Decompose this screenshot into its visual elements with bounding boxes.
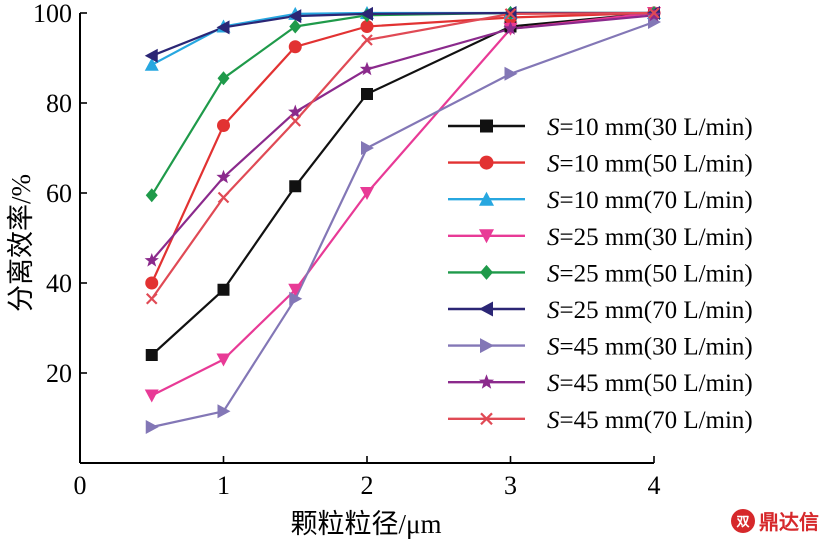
- data-point: [145, 292, 158, 305]
- data-point: [478, 374, 495, 389]
- data-point: [361, 88, 373, 100]
- data-point: [503, 21, 518, 35]
- data-point: [217, 404, 231, 419]
- x-tick-label: 1: [217, 471, 230, 500]
- data-point: [360, 6, 373, 21]
- x-tick-label: 3: [504, 471, 517, 500]
- legend-item: S=25 mm(50 L/min): [448, 260, 753, 287]
- data-point: [289, 115, 302, 127]
- legend-label: S=10 mm(30 L/min): [547, 114, 753, 141]
- series-line: [151, 11, 655, 356]
- legend-item: S=10 mm(50 L/min): [448, 151, 753, 178]
- data-point: [144, 57, 159, 71]
- data-point: [288, 9, 302, 24]
- data-point: [480, 119, 493, 133]
- watermark-text: 鼎达信: [759, 510, 819, 534]
- data-point: [480, 338, 494, 354]
- watermark-logo-icon: 双: [731, 508, 755, 533]
- data-point: [359, 61, 375, 76]
- data-point: [360, 20, 374, 33]
- data-point: [479, 155, 494, 170]
- data-point: [361, 34, 373, 46]
- data-point: [504, 8, 517, 20]
- x-tick-label: 0: [74, 471, 87, 500]
- legend-item: S=45 mm(30 L/min): [448, 334, 753, 361]
- watermark: 双 鼎达信: [731, 506, 819, 535]
- legend-label: S=45 mm(50 L/min): [547, 370, 753, 397]
- y-tick-label: 80: [46, 89, 72, 118]
- x-tick-label: 2: [361, 471, 374, 500]
- data-point: [216, 20, 230, 35]
- x-axis-label: 颗粒粒径/μm: [291, 509, 442, 539]
- legend-item: S=45 mm(50 L/min): [448, 370, 753, 397]
- data-point: [480, 412, 493, 426]
- data-point: [361, 141, 374, 155]
- data-point: [479, 191, 494, 206]
- data-point: [144, 389, 159, 403]
- legend-label: S=25 mm(50 L/min): [547, 260, 753, 287]
- legend-item: S=45 mm(70 L/min): [448, 407, 753, 434]
- legend-label: S=45 mm(70 L/min): [547, 407, 753, 434]
- series-line: [151, 20, 655, 429]
- legend-label: S=25 mm(30 L/min): [547, 224, 753, 251]
- y-tick-label: 20: [46, 359, 72, 388]
- data-point: [144, 48, 158, 63]
- series-markers: [144, 6, 662, 434]
- series-line: [150, 14, 655, 262]
- y-tick-label: 40: [46, 269, 72, 298]
- data-point: [360, 187, 374, 200]
- data-point: [288, 283, 303, 297]
- data-point: [217, 71, 230, 86]
- series-line: [150, 11, 655, 284]
- data-point: [145, 188, 158, 203]
- legend-label: S=25 mm(70 L/min): [547, 297, 753, 324]
- series-line: [150, 11, 655, 300]
- data-point: [217, 119, 230, 132]
- data-point: [145, 276, 159, 290]
- data-point: [289, 19, 302, 34]
- legend: S=10 mm(30 L/min) S=10 mm(50 L/min) S=10 m…: [448, 114, 753, 434]
- data-point: [217, 191, 230, 204]
- data-point: [288, 104, 303, 119]
- data-point: [289, 180, 302, 193]
- data-point: [144, 253, 159, 267]
- legend-item: S=25 mm(70 L/min): [448, 297, 753, 324]
- legend-item: S=10 mm(30 L/min): [448, 114, 753, 141]
- x-tick-label: 4: [648, 471, 661, 500]
- data-point: [145, 349, 158, 361]
- legend-label: S=10 mm(50 L/min): [547, 151, 753, 178]
- data-point: [479, 229, 494, 244]
- data-point: [480, 264, 493, 280]
- legend-item: S=25 mm(30 L/min): [448, 224, 753, 251]
- y-tick-label: 100: [33, 0, 72, 28]
- ticks: 0 1 2 3 4 20 40 60 80 100: [33, 0, 661, 500]
- data-point: [504, 66, 518, 81]
- data-point: [288, 40, 302, 54]
- y-axis-label: 分离效率/%: [6, 174, 36, 312]
- data-point: [289, 291, 303, 306]
- data-point: [648, 7, 660, 19]
- legend-label: S=10 mm(70 L/min): [547, 187, 753, 214]
- series-lines: [150, 11, 655, 429]
- legend-item: S=10 mm(70 L/min): [448, 187, 753, 214]
- data-point: [216, 169, 231, 184]
- data-point: [145, 420, 159, 434]
- data-point: [479, 301, 493, 317]
- data-point: [216, 353, 231, 367]
- y-tick-label: 60: [46, 179, 72, 208]
- data-point: [217, 283, 230, 296]
- legend-label: S=45 mm(30 L/min): [547, 334, 753, 361]
